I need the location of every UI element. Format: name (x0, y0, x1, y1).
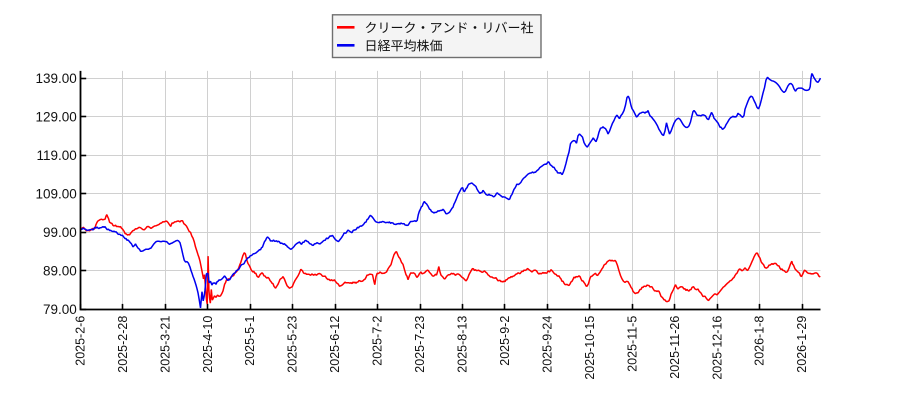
svg-text:2025-8-13: 2025-8-13 (456, 316, 470, 373)
svg-text:2025-6-12: 2025-6-12 (328, 316, 342, 373)
svg-text:2025-11-26: 2025-11-26 (668, 316, 682, 379)
svg-text:119.00: 119.00 (37, 148, 77, 163)
svg-text:129.00: 129.00 (36, 109, 77, 124)
svg-text:2025-9-24: 2025-9-24 (540, 316, 554, 373)
svg-text:2025-7-2: 2025-7-2 (371, 316, 385, 366)
svg-text:2025-5-23: 2025-5-23 (286, 316, 300, 373)
svg-text:2026-1-8: 2026-1-8 (753, 316, 767, 366)
svg-text:2025-12-16: 2025-12-16 (710, 316, 724, 380)
svg-text:2026-1-29: 2026-1-29 (795, 316, 809, 373)
svg-text:2025-3-21: 2025-3-21 (158, 316, 172, 373)
svg-text:2025-10-15: 2025-10-15 (583, 316, 597, 380)
svg-text:2025-7-23: 2025-7-23 (413, 316, 427, 373)
svg-text:139.00: 139.00 (36, 71, 77, 86)
svg-text:79.00: 79.00 (43, 302, 77, 317)
svg-text:89.00: 89.00 (43, 264, 77, 279)
svg-text:109.00: 109.00 (36, 186, 77, 201)
svg-text:99.00: 99.00 (43, 225, 77, 240)
svg-text:2025-11-5: 2025-11-5 (625, 316, 639, 372)
svg-text:2025-5-1: 2025-5-1 (243, 316, 257, 366)
svg-text:2025-4-10: 2025-4-10 (201, 316, 215, 373)
svg-text:2025-2-28: 2025-2-28 (116, 316, 130, 373)
svg-text:2025-2-6: 2025-2-6 (73, 316, 87, 366)
svg-text:2025-9-2: 2025-9-2 (498, 316, 512, 366)
